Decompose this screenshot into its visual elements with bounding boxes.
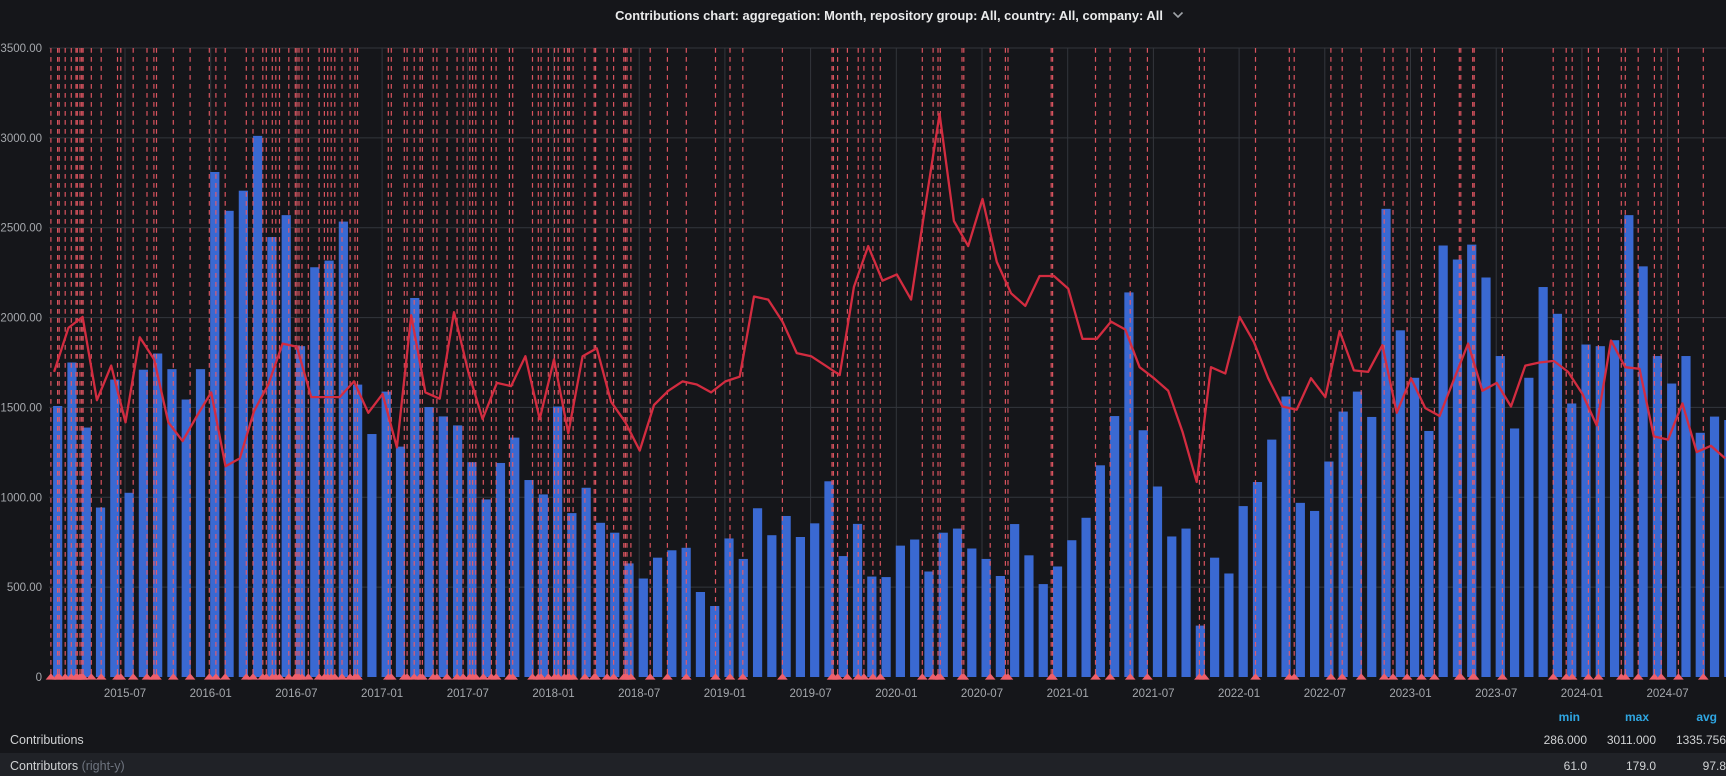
svg-text:286.000: 286.000	[1544, 733, 1588, 747]
svg-text:Contributions: Contributions	[10, 733, 84, 747]
svg-text:min: min	[1559, 710, 1580, 724]
svg-text:2015-07: 2015-07	[104, 688, 146, 700]
svg-text:2021-07: 2021-07	[1132, 688, 1174, 700]
svg-text:2021-01: 2021-01	[1047, 688, 1089, 700]
svg-text:2016-07: 2016-07	[275, 688, 317, 700]
svg-text:avg: avg	[1696, 710, 1717, 724]
svg-text:500.00: 500.00	[7, 582, 42, 594]
svg-text:2023-07: 2023-07	[1475, 688, 1517, 700]
svg-text:Contributors (right-y): Contributors (right-y)	[10, 759, 125, 773]
svg-text:2017-07: 2017-07	[447, 688, 489, 700]
svg-text:2023-01: 2023-01	[1389, 688, 1431, 700]
svg-text:max: max	[1625, 710, 1649, 724]
svg-text:2018-01: 2018-01	[532, 688, 574, 700]
svg-text:2020-07: 2020-07	[961, 688, 1003, 700]
svg-text:2024-01: 2024-01	[1561, 688, 1603, 700]
svg-text:2000.00: 2000.00	[0, 313, 42, 325]
svg-text:2024-07: 2024-07	[1646, 688, 1688, 700]
svg-text:1335.756: 1335.756	[1676, 733, 1726, 747]
svg-text:179.0: 179.0	[1626, 759, 1656, 773]
svg-text:2020-01: 2020-01	[875, 688, 917, 700]
svg-text:2016-01: 2016-01	[190, 688, 232, 700]
svg-text:97.8: 97.8	[1703, 759, 1726, 773]
svg-text:2017-01: 2017-01	[361, 688, 403, 700]
svg-text:61.0: 61.0	[1564, 759, 1588, 773]
svg-text:Contributions chart: aggregati: Contributions chart: aggregation: Month,…	[615, 8, 1163, 23]
svg-text:3011.000: 3011.000	[1607, 733, 1656, 747]
svg-text:2019-01: 2019-01	[704, 688, 746, 700]
svg-text:2018-07: 2018-07	[618, 688, 660, 700]
svg-text:0: 0	[36, 672, 42, 684]
svg-text:2022-01: 2022-01	[1218, 688, 1260, 700]
svg-text:1500.00: 1500.00	[0, 402, 42, 414]
svg-text:3000.00: 3000.00	[0, 133, 42, 145]
svg-text:2500.00: 2500.00	[0, 223, 42, 235]
svg-text:3500.00: 3500.00	[0, 43, 42, 55]
svg-text:1000.00: 1000.00	[0, 492, 42, 504]
svg-text:2019-07: 2019-07	[789, 688, 831, 700]
svg-text:2022-07: 2022-07	[1304, 688, 1346, 700]
